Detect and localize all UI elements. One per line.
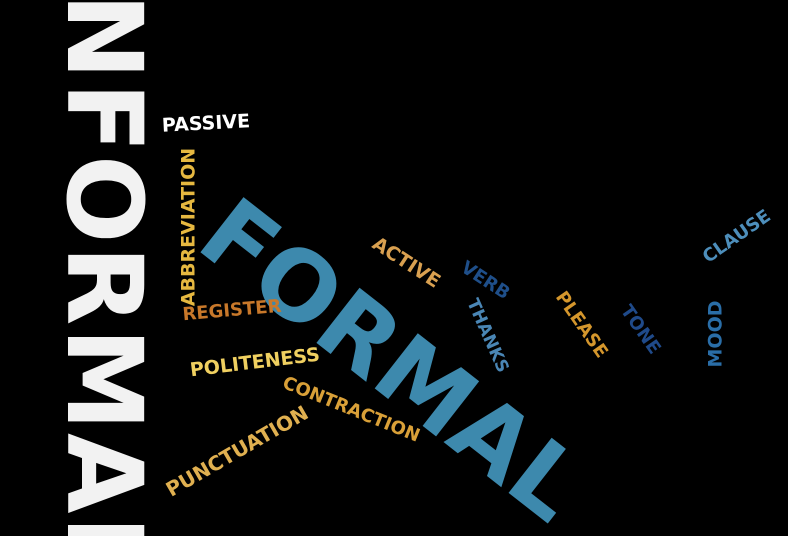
word-abbreviation: ABBREVIATION	[177, 147, 200, 307]
word-verb: VERB	[456, 257, 514, 305]
word-tone: TONE	[616, 301, 665, 359]
word-clause: CLAUSE	[698, 205, 775, 268]
word-informal: INFORMAL	[43, 0, 165, 536]
word-punctuation: PUNCTUATION	[161, 400, 313, 502]
word-mood: MOOD	[704, 300, 727, 368]
word-passive: PASSIVE	[161, 110, 251, 137]
word-please: PLEASE	[550, 287, 612, 362]
word-politeness: POLITENESS	[188, 343, 322, 382]
